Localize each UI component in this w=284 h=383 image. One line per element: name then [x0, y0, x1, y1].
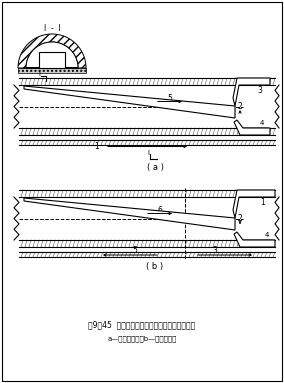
Polygon shape	[233, 78, 270, 106]
Text: 6: 6	[158, 206, 162, 215]
Text: 5: 5	[133, 246, 137, 254]
Text: I: I	[147, 150, 149, 156]
Text: I: I	[38, 71, 40, 77]
Polygon shape	[234, 232, 275, 247]
Polygon shape	[240, 240, 273, 246]
Polygon shape	[18, 34, 86, 68]
Text: a—正向施工法；b—反向施工法: a—正向施工法；b—反向施工法	[107, 336, 177, 342]
Text: 图9－45  先掘砌柱墩再刷砌扩大断面的施工顺序: 图9－45 先掘砌柱墩再刷砌扩大断面的施工顺序	[88, 321, 196, 329]
Polygon shape	[18, 68, 86, 73]
Text: 5: 5	[41, 44, 47, 52]
Polygon shape	[24, 86, 235, 118]
Polygon shape	[233, 190, 275, 218]
Text: ( a ): ( a )	[147, 162, 163, 172]
Text: 4: 4	[265, 232, 269, 238]
Text: 1: 1	[95, 142, 99, 151]
Text: ( b ): ( b )	[147, 262, 164, 272]
Text: 2: 2	[238, 213, 242, 223]
Text: 1: 1	[261, 198, 265, 206]
Text: 1: 1	[50, 56, 54, 64]
Text: 3: 3	[258, 85, 262, 95]
Text: I  -  I: I - I	[44, 23, 60, 33]
Polygon shape	[26, 42, 78, 68]
Polygon shape	[39, 52, 65, 68]
Text: 2: 2	[238, 101, 242, 111]
Polygon shape	[240, 128, 268, 134]
Text: 4: 4	[260, 120, 264, 126]
Polygon shape	[234, 120, 270, 135]
Text: 3: 3	[212, 246, 218, 254]
Text: 5: 5	[168, 94, 172, 103]
Polygon shape	[24, 198, 235, 230]
